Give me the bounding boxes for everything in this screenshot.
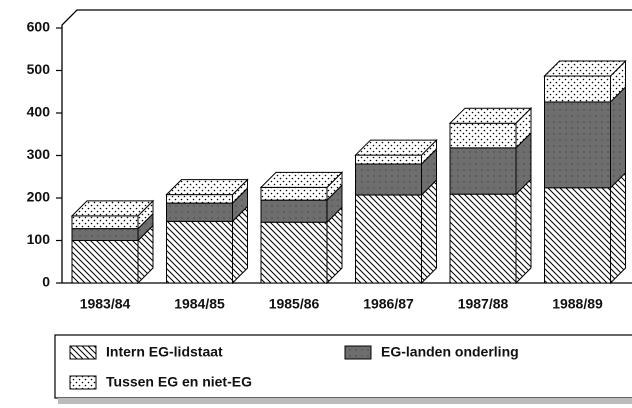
axis-frame xyxy=(61,9,632,283)
bar-segment xyxy=(71,215,139,230)
y-tick-label: 600 xyxy=(27,19,51,35)
bar-segment xyxy=(355,163,422,196)
bar-segment xyxy=(166,194,233,204)
bar-top xyxy=(448,107,533,124)
bar-segment xyxy=(449,147,517,195)
bar-side xyxy=(610,85,626,190)
y-tick-label: 100 xyxy=(27,231,51,247)
bar-segment xyxy=(355,154,422,165)
x-tick-label: 1984/85 xyxy=(174,296,225,312)
legend-swatch xyxy=(69,345,97,360)
bar-top xyxy=(165,179,249,196)
y-tick-label: 300 xyxy=(27,146,51,162)
bar-segment xyxy=(544,101,611,189)
bar-side xyxy=(515,177,532,285)
legend-label: Intern EG-lidstaat xyxy=(106,344,223,360)
legend-label: Tussen EG en niet-EG xyxy=(106,374,252,390)
bar-segment xyxy=(449,193,517,284)
bar-segment xyxy=(449,122,517,149)
bar-top xyxy=(543,60,627,77)
bar-segment xyxy=(544,75,611,103)
bar-top xyxy=(70,200,155,217)
bar-segment xyxy=(71,240,139,284)
bar-segment xyxy=(166,220,233,284)
bar-top xyxy=(259,171,344,188)
bar-segment xyxy=(71,228,139,242)
x-tick-label: 1985/86 xyxy=(269,296,320,312)
legend-swatch xyxy=(344,345,372,360)
bar-side xyxy=(421,178,437,285)
y-tick-label: 500 xyxy=(27,61,51,77)
legend-shadow xyxy=(58,398,632,404)
bar-segment xyxy=(260,199,328,223)
x-tick-label: 1988/89 xyxy=(552,296,603,312)
bar-segment xyxy=(355,194,422,284)
bar-segment xyxy=(166,202,233,222)
y-tick-label: 400 xyxy=(27,104,51,120)
y-tick-label: 0 xyxy=(42,274,50,290)
legend-swatch xyxy=(69,375,97,390)
legend-box xyxy=(54,334,632,399)
bar-side xyxy=(610,171,626,285)
y-tick-label: 200 xyxy=(27,189,51,205)
x-tick-label: 1983/84 xyxy=(80,296,131,312)
bar-segment xyxy=(260,186,328,201)
x-tick-label: 1987/88 xyxy=(458,296,509,312)
bar-top xyxy=(354,139,438,156)
bar-segment xyxy=(260,221,328,284)
x-tick-label: 1986/87 xyxy=(363,296,414,312)
legend-label: EG-landen onderling xyxy=(381,344,519,360)
bar-segment xyxy=(544,187,611,284)
